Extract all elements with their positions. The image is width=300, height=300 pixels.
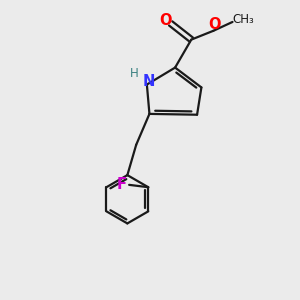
Text: O: O	[159, 13, 172, 28]
Text: F: F	[117, 177, 127, 192]
Text: N: N	[143, 74, 155, 89]
Text: CH₃: CH₃	[233, 13, 255, 26]
Text: H: H	[130, 67, 139, 80]
Text: O: O	[208, 17, 221, 32]
